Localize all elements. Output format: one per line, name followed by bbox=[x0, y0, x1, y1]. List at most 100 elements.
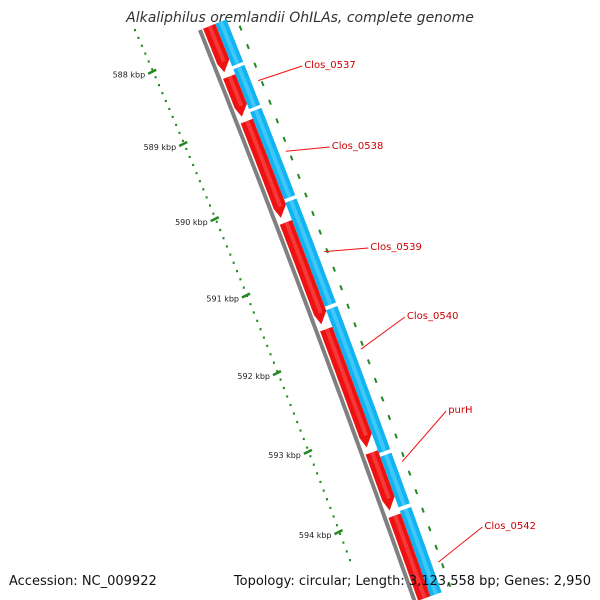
scale-dot bbox=[178, 131, 181, 134]
scale-dot bbox=[345, 550, 348, 553]
scale-dot bbox=[134, 29, 136, 32]
outer-tick bbox=[407, 470, 412, 476]
scale-major-tick bbox=[303, 448, 313, 456]
scale-dot bbox=[151, 68, 154, 71]
scale-tick-layer bbox=[134, 25, 452, 588]
gene-label-leader bbox=[438, 526, 483, 563]
scale-label: 594 kbp bbox=[299, 531, 332, 540]
cds-arrow-highlight bbox=[245, 120, 283, 208]
scale-dot bbox=[198, 180, 201, 183]
gene-label: Clos_0540 bbox=[407, 311, 459, 322]
scale-dot bbox=[286, 395, 289, 398]
gene-label: Clos_0542 bbox=[484, 521, 536, 532]
scale-dot bbox=[144, 52, 147, 55]
scale-dot bbox=[229, 253, 232, 256]
scale-dot bbox=[299, 429, 302, 432]
scale-dot bbox=[292, 412, 295, 415]
outer-tick bbox=[339, 285, 343, 291]
reverse-track-layer bbox=[215, 19, 442, 597]
scale-label-layer: 588 kbp 589 kbp 590 kbp 591 kbp 592 kbp 593 k… bbox=[113, 71, 332, 540]
backbone-line bbox=[198, 29, 417, 600]
cds-arrow-highlight bbox=[207, 25, 226, 63]
gene-label: Clos_0539 bbox=[370, 242, 422, 253]
scale-dot bbox=[225, 245, 228, 248]
gene-label: purH bbox=[448, 405, 472, 416]
scale-dot bbox=[242, 286, 245, 289]
cds-arrow-highlight bbox=[324, 328, 368, 437]
scale-dot bbox=[309, 455, 312, 458]
scale-dot bbox=[168, 107, 171, 111]
outer-tick bbox=[296, 173, 301, 180]
topology-text: Topology: circular; Length: 3,123,558 bp… bbox=[233, 574, 591, 589]
outer-tick bbox=[275, 118, 280, 124]
scale-dot bbox=[158, 84, 160, 87]
scale-dot bbox=[205, 196, 208, 199]
outer-tick bbox=[421, 507, 425, 513]
scale-label: 589 kbp bbox=[144, 143, 177, 152]
scale-dot bbox=[316, 472, 319, 475]
outer-tick bbox=[304, 192, 308, 198]
gene-label-leader bbox=[285, 146, 330, 152]
scale-dot bbox=[147, 60, 150, 63]
gene-label-leader bbox=[360, 316, 406, 350]
outer-tick bbox=[332, 266, 336, 272]
gene-label-layer: Clos_0537 Clos_0538 Clos_0539 Clos_0540 purH… bbox=[258, 60, 536, 563]
outer-tick bbox=[414, 488, 419, 495]
scale-dot bbox=[262, 336, 265, 339]
scale-dot bbox=[188, 155, 191, 159]
scale-dot bbox=[236, 270, 238, 273]
reverse-strand-highlight bbox=[289, 199, 333, 306]
outer-tick bbox=[318, 229, 322, 235]
scale-dot bbox=[339, 532, 342, 535]
outer-tick bbox=[289, 155, 294, 161]
scale-dot bbox=[164, 99, 167, 103]
reverse-strand-highlight bbox=[403, 508, 438, 595]
scale-dot bbox=[181, 139, 184, 142]
scale-dot bbox=[349, 559, 351, 562]
scale-dot bbox=[192, 163, 195, 167]
reverse-strand-highlight bbox=[218, 20, 240, 65]
scale-dot bbox=[161, 92, 164, 95]
scale-dot bbox=[222, 237, 225, 240]
cds-track-layer bbox=[203, 23, 431, 600]
scale-dot bbox=[282, 386, 285, 390]
scale-dot bbox=[232, 261, 235, 264]
outer-tick bbox=[427, 526, 432, 532]
scale-dot bbox=[209, 204, 211, 207]
scale-dot bbox=[269, 353, 272, 356]
outer-tick bbox=[246, 43, 250, 50]
scale-dot bbox=[335, 524, 338, 527]
reverse-strand-highlight bbox=[329, 307, 387, 452]
scale-dot bbox=[266, 344, 269, 347]
scale-dot bbox=[249, 303, 252, 306]
scale-dot bbox=[259, 328, 262, 331]
scale-dot bbox=[252, 311, 255, 314]
scale-dot bbox=[279, 378, 282, 381]
scale-dot bbox=[326, 498, 328, 501]
reverse-strand-highlight bbox=[254, 109, 292, 198]
scale-dot bbox=[322, 489, 325, 492]
scale-dot bbox=[312, 463, 315, 466]
scale-dot bbox=[140, 44, 143, 47]
scale-dot bbox=[185, 147, 188, 150]
gene-label-leader bbox=[324, 247, 369, 253]
outer-tick bbox=[387, 414, 392, 421]
scale-label: 592 kbp bbox=[237, 372, 270, 381]
outer-tick bbox=[434, 544, 439, 550]
scale-dot bbox=[219, 228, 222, 232]
scale-major-tick bbox=[272, 369, 282, 377]
scale-label: 591 kbp bbox=[206, 295, 239, 304]
outer-tick bbox=[260, 81, 265, 87]
outer-tick bbox=[325, 247, 329, 254]
gene-label-leader bbox=[401, 410, 447, 463]
outer-tick bbox=[353, 322, 357, 328]
outer-tick bbox=[360, 340, 364, 347]
reverse-strand-highlight bbox=[384, 454, 407, 506]
scale-major-tick bbox=[241, 292, 251, 299]
cds-arrow-highlight bbox=[393, 514, 427, 599]
scale-major-tick bbox=[178, 140, 188, 148]
scale-dot bbox=[289, 403, 292, 407]
outer-tick bbox=[441, 563, 445, 569]
backbone-layer bbox=[198, 29, 417, 600]
